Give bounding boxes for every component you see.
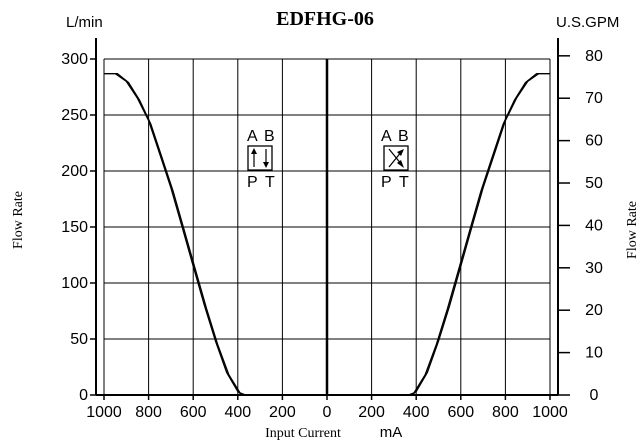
- symbol-right-p: P: [381, 174, 392, 191]
- right-tick-label: 10: [585, 345, 603, 362]
- right-tick-label: 40: [585, 217, 603, 234]
- cross-arrow-up-icon: [397, 149, 404, 156]
- arrow-down-icon: [263, 162, 269, 168]
- right-tick-label: 20: [585, 302, 603, 319]
- tick-labels: 0 50 100 150 200 250 300 0 10 20 30 40 50 60 70 80 1000 8…: [61, 48, 603, 421]
- left-tick-label: 0: [79, 387, 88, 404]
- right-tick-label: 50: [585, 175, 603, 192]
- flow-curve-1: [104, 72, 243, 396]
- x-tick-label: 200: [269, 404, 296, 421]
- x-tick-label: 600: [447, 404, 474, 421]
- right-tick-label: 70: [585, 90, 603, 107]
- left-unit-label: L/min: [66, 14, 103, 31]
- valve-symbol-crossed: A B P T: [381, 128, 409, 191]
- left-tick-label: 100: [61, 275, 88, 292]
- axes: [90, 38, 570, 400]
- x-tick-label: 200: [358, 404, 385, 421]
- right-tick-label: 60: [585, 133, 603, 150]
- left-axis-title: Flow Rate: [11, 191, 26, 249]
- symbol-right-a: A: [381, 128, 392, 145]
- x-tick-label: 400: [403, 404, 430, 421]
- x-tick-label: 1000: [86, 404, 122, 421]
- symbol-right-t: T: [399, 174, 409, 191]
- right-unit-label: U.S.GPM: [556, 14, 619, 31]
- symbol-left-p: P: [247, 174, 258, 191]
- right-tick-label: 0: [590, 387, 599, 404]
- chart-title: EDFHG-06: [276, 8, 374, 30]
- left-tick-label: 50: [70, 331, 88, 348]
- left-tick-label: 300: [61, 51, 88, 68]
- right-tick-label: 30: [585, 260, 603, 277]
- symbol-left-b: B: [264, 128, 275, 145]
- series-lines: [104, 72, 550, 396]
- symbol-left-a: A: [247, 128, 258, 145]
- right-axis-title: Flow Rate: [625, 201, 640, 259]
- x-tick-label: 800: [492, 404, 519, 421]
- flow-curve-4: [408, 72, 550, 396]
- x-tick-label: 400: [224, 404, 251, 421]
- symbol-right-b: B: [398, 128, 409, 145]
- x-axis-title: Input Current: [265, 426, 341, 441]
- x-axis-unit: mA: [380, 424, 403, 441]
- symbol-left-box: [247, 145, 273, 171]
- left-tick-label: 150: [61, 219, 88, 236]
- flow-curve-2: [104, 72, 246, 396]
- right-tick-label: 80: [585, 48, 603, 65]
- left-tick-label: 200: [61, 163, 88, 180]
- x-tick-label: 600: [180, 404, 207, 421]
- arrow-up-icon: [251, 148, 257, 154]
- flow-curve-3: [411, 72, 550, 396]
- valve-symbol-parallel: A B P T: [247, 128, 275, 191]
- left-tick-label: 250: [61, 107, 88, 124]
- x-tick-label: 800: [135, 404, 162, 421]
- x-tick-label: 1000: [532, 404, 568, 421]
- symbol-left-t: T: [265, 174, 275, 191]
- cross-arrow-down-icon: [397, 160, 404, 168]
- x-tick-label: 0: [323, 404, 332, 421]
